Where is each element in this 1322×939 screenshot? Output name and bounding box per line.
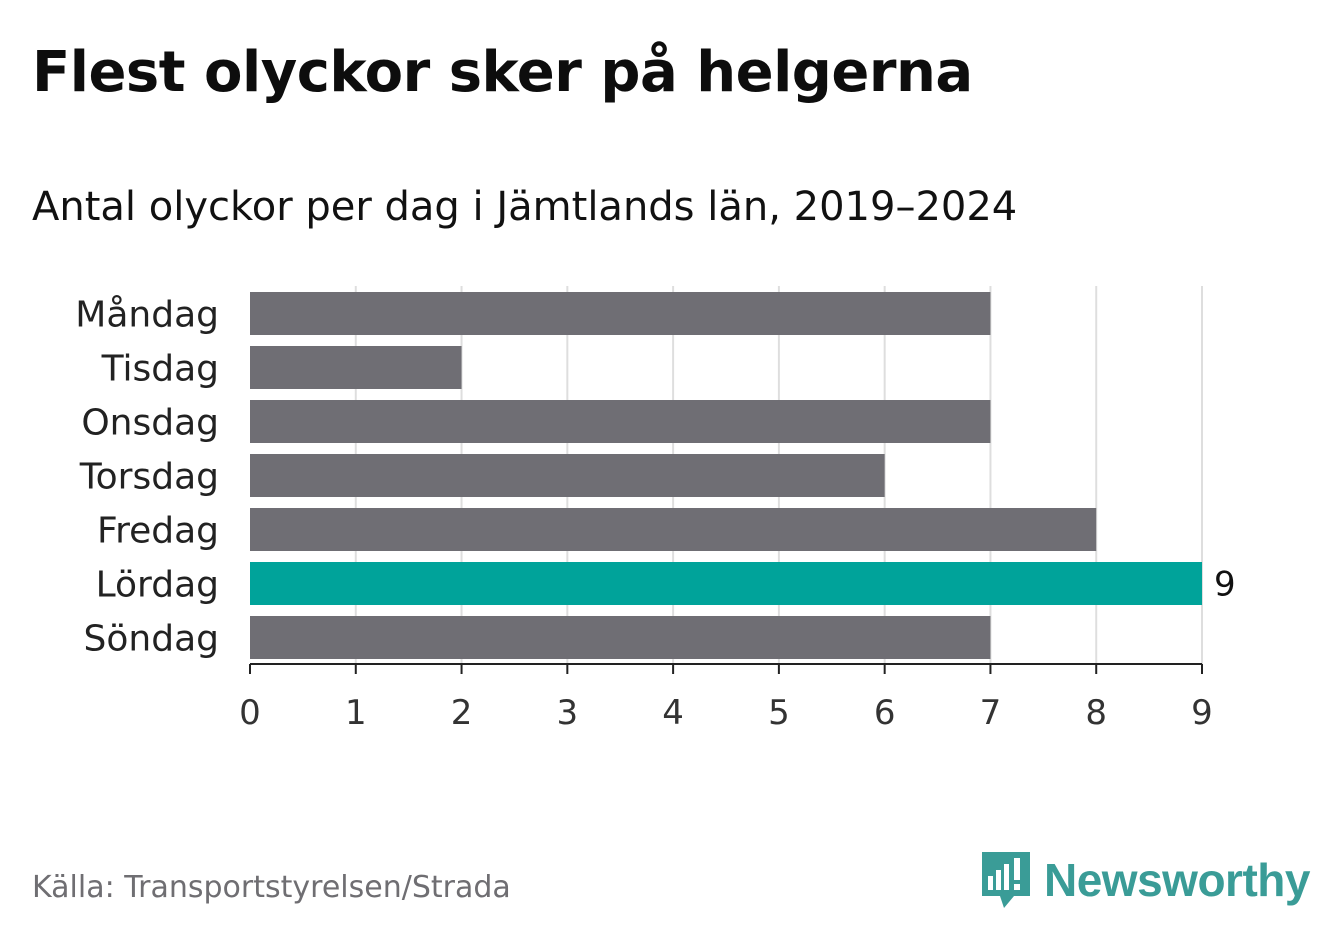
category-labels: Måndag Tisdag Onsdag Torsdag Fredag Lördag Sön… — [75, 295, 219, 660]
bar-chart: Måndag Tisdag Onsdag Torsdag Fredag Lördag Sön… — [75, 286, 1236, 733]
bar-fredag — [250, 508, 1097, 551]
category-label-onsdag: Onsdag — [81, 403, 219, 444]
x-tick-label-5: 5 — [768, 693, 790, 733]
x-tick-label-8: 8 — [1085, 693, 1107, 733]
bars — [250, 292, 1202, 659]
bar-onsdag — [250, 400, 991, 443]
newsworthy-logo-icon — [982, 852, 1030, 908]
bar-söndag — [250, 616, 991, 659]
brand-logo: Newsworthy — [980, 850, 1310, 910]
chart-subtitle: Antal olyckor per dag i Jämtlands län, 2… — [32, 184, 1018, 230]
x-tick-label-9: 9 — [1191, 693, 1213, 733]
source-note: Källa: Transportstyrelsen/Strada — [32, 870, 511, 905]
x-tick-label-4: 4 — [662, 693, 684, 733]
data-label-lördag: 9 — [1214, 565, 1236, 605]
bar-lördag — [250, 562, 1202, 605]
bar-torsdag — [250, 454, 885, 497]
category-label-söndag: Söndag — [84, 619, 219, 660]
category-label-lördag: Lördag — [96, 565, 219, 606]
chart-title: Flest olyckor sker på helgerna — [32, 40, 973, 105]
x-tick-label-7: 7 — [980, 693, 1002, 733]
brand-name: Newsworthy — [1044, 854, 1310, 906]
category-label-måndag: Måndag — [75, 295, 219, 336]
bar-måndag — [250, 292, 991, 335]
x-tick-label-6: 6 — [874, 693, 896, 733]
bar-tisdag — [250, 346, 462, 389]
x-tick-label-3: 3 — [557, 693, 579, 733]
data-labels: 9 — [1214, 565, 1236, 605]
x-axis: 0 1 2 3 4 5 6 7 8 9 — [239, 663, 1213, 733]
x-tick-label-0: 0 — [239, 693, 261, 733]
x-tick-label-1: 1 — [345, 693, 367, 733]
category-label-torsdag: Torsdag — [79, 457, 219, 498]
category-label-fredag: Fredag — [97, 511, 219, 552]
category-label-tisdag: Tisdag — [101, 349, 219, 390]
x-tick-label-2: 2 — [451, 693, 473, 733]
